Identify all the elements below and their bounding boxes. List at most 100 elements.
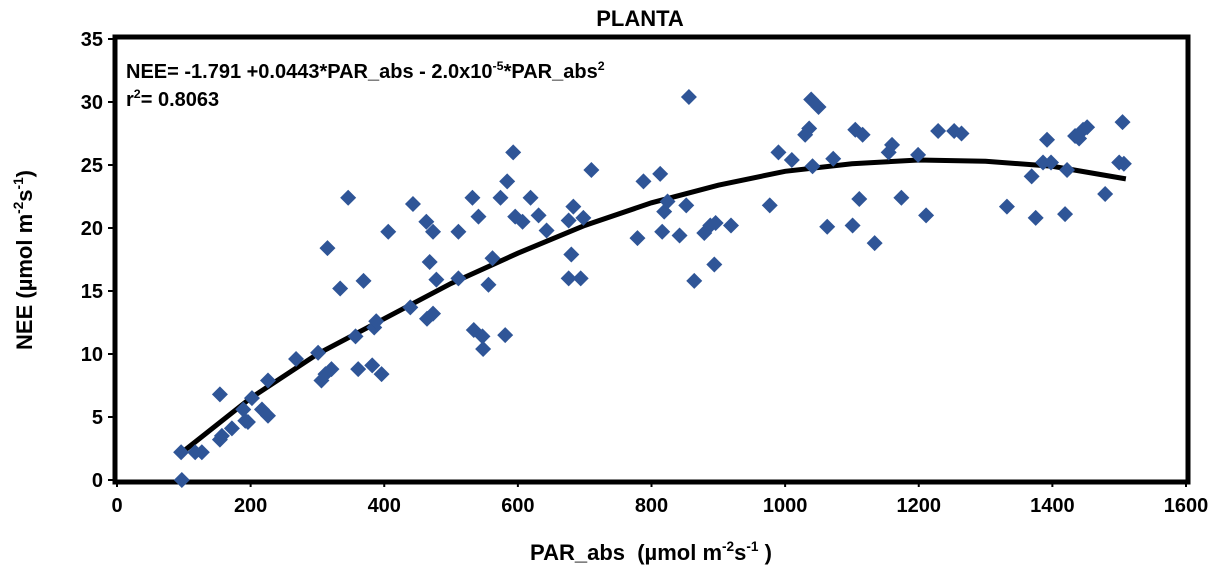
scatter-point [910,146,927,163]
scatter-point [347,328,364,345]
scatter-point [450,223,467,240]
scatter-point [368,313,385,330]
scatter-point [464,189,481,206]
text-run: = 0.8063 [141,89,219,111]
scatter-point [211,431,228,448]
scatter-point [819,218,836,235]
scatter-point [497,327,514,344]
scatter-point [223,420,240,437]
superscript: 2 [598,59,605,73]
scatter-point [425,305,442,322]
superscript: -1 [746,539,759,554]
scatter-point [1115,155,1132,172]
scatter-point [563,246,580,263]
scatter-point [635,173,652,190]
scatter-point [530,207,547,224]
scatter-point [450,270,467,287]
scatter-point [686,272,703,289]
annotation: r2= 0.8063 [126,87,219,111]
scatter-point [239,414,256,431]
scatter-point [953,125,970,142]
scatter-point [355,272,372,289]
scatter-point [1097,185,1114,202]
scatter-point [470,208,487,225]
scatter-point [652,165,669,182]
scatter-point [1023,168,1040,185]
text-run: *PAR_abs [504,61,598,83]
scatter-point [193,444,210,461]
superscript: -2 [722,539,735,554]
x-tick-label: 400 [368,495,401,517]
scatter-point [810,99,827,116]
scatter-point [505,144,522,161]
scatter-point [761,197,778,214]
scatter-point [492,189,509,206]
scatter-point [804,158,821,175]
scatter-point [173,444,190,461]
scatter-point [259,372,276,389]
scatter-point [854,126,871,143]
text-run: NEE= -1.791 +0.0443*PAR_abs - 2.0x10 [126,61,493,83]
scatter-point [484,250,501,267]
scatter-point [797,126,814,143]
scatter-point [1039,131,1056,148]
scatter-point [844,217,861,234]
text-run: ) [759,540,772,565]
scatter-point [288,351,305,368]
scatter-point [801,120,818,137]
x-tick-label: 200 [234,495,267,517]
scatter-point [474,328,491,345]
scatter-point [418,213,435,230]
scatter-point [1043,154,1060,171]
text-run: PAR_abs (µmol m [530,540,722,565]
scatter-point [235,401,252,418]
x-tick-label: 1600 [1164,495,1209,517]
chart-title: PLANTA [596,6,684,31]
y-tick-label: 30 [81,92,103,114]
scatter-point [1027,209,1044,226]
scatter-point [706,256,723,273]
scatter-point [402,299,419,316]
superscript: -5 [493,59,504,73]
scatter-point [332,280,349,297]
scatter-point [499,173,516,190]
superscript: 2 [134,87,141,101]
scatter-point [404,196,421,213]
annotation: NEE= -1.791 +0.0443*PAR_abs - 2.0x10-5*P… [126,59,605,83]
scatter-point [323,361,340,378]
scatter-point [770,144,787,161]
scatter-point [538,222,555,239]
superscript: -2 [11,201,26,214]
scatter-point [884,136,901,153]
scatter-point [475,340,492,357]
scatter-point [1079,119,1096,136]
scatter-point [678,197,695,214]
x-tick-label: 1200 [897,495,942,517]
text-run: s [12,189,37,201]
x-tick-label: 0 [111,495,122,517]
scatter-point [364,357,381,374]
scatter-point [866,235,883,252]
scatter-point [565,198,582,215]
scatter-point [243,390,260,407]
text-run: s [734,540,746,565]
scatter-point [680,88,697,105]
scatter-point [522,189,539,206]
scatter-point [560,270,577,287]
fit-line [182,157,1127,453]
text-run: NEE (µmol m [12,214,37,350]
scatter-point [723,217,740,234]
scatter-point [1059,162,1076,179]
scatter-point [259,407,276,424]
scatter-point [211,386,228,403]
x-tick-label: 1400 [1030,495,1075,517]
text-run: ) [12,170,37,177]
scatter-point [340,189,357,206]
scatter-point [310,344,327,361]
scatter-point [350,361,367,378]
x-tick-label: 600 [501,495,534,517]
scatter-point [671,227,688,244]
text-run: r [126,89,134,111]
plot-frame [112,34,1191,485]
